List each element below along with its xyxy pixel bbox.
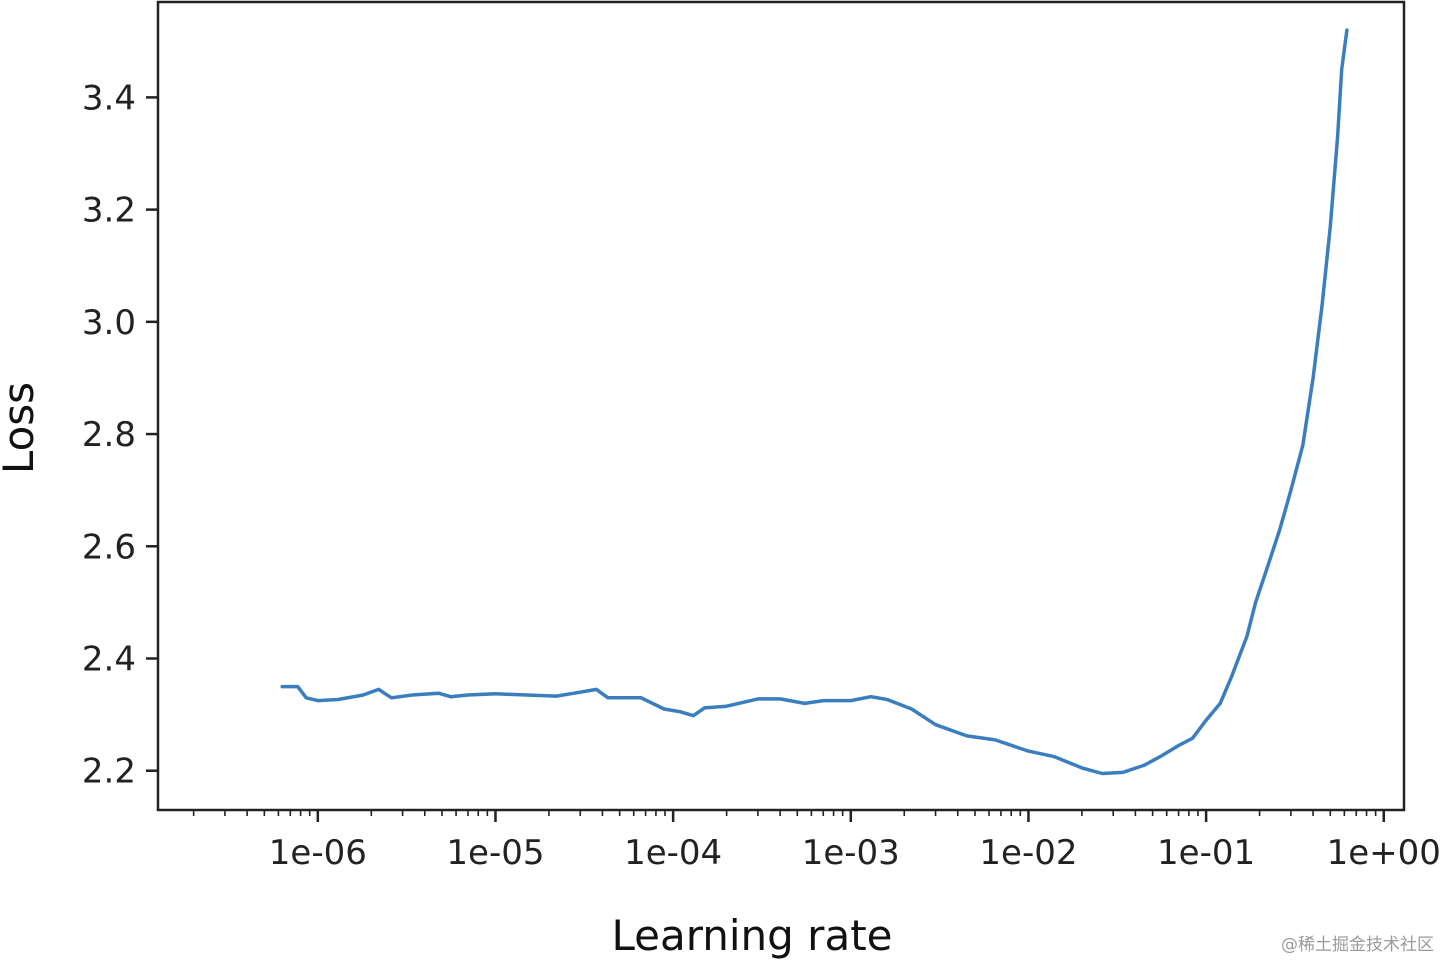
x-tick-label: 1e-02 bbox=[979, 833, 1077, 873]
y-tick-label: 3.0 bbox=[82, 303, 136, 343]
loss-line bbox=[280, 28, 1349, 776]
x-tick-label: 1e-01 bbox=[1157, 833, 1255, 873]
x-tick-label: 1e-03 bbox=[802, 833, 900, 873]
y-tick-label: 2.4 bbox=[82, 640, 136, 680]
y-axis-label: Loss bbox=[0, 382, 43, 474]
y-tick-label: 2.2 bbox=[82, 752, 136, 792]
y-axis: 2.2 2.4 2.6 2.8 3.0 3.2 3.4 bbox=[82, 78, 158, 792]
y-tick-label: 3.4 bbox=[82, 78, 136, 118]
x-tick-label: 1e-06 bbox=[269, 833, 367, 873]
y-tick-label: 3.2 bbox=[82, 191, 136, 231]
x-axis: 1e-06 1e-05 1e-04 1e-03 1e-02 1e-01 1e+00 bbox=[192, 810, 1440, 873]
plot-frame bbox=[156, 0, 1406, 812]
watermark-text: @稀土掘金技术社区 bbox=[1281, 935, 1434, 955]
x-tick-label: 1e-05 bbox=[446, 833, 544, 873]
x-axis-label: Learning rate bbox=[612, 911, 893, 960]
x-tick-label: 1e-04 bbox=[624, 833, 722, 873]
x-tick-label: 1e+00 bbox=[1327, 833, 1440, 873]
y-tick-label: 2.6 bbox=[82, 527, 136, 567]
y-tick-label: 2.8 bbox=[82, 415, 136, 455]
